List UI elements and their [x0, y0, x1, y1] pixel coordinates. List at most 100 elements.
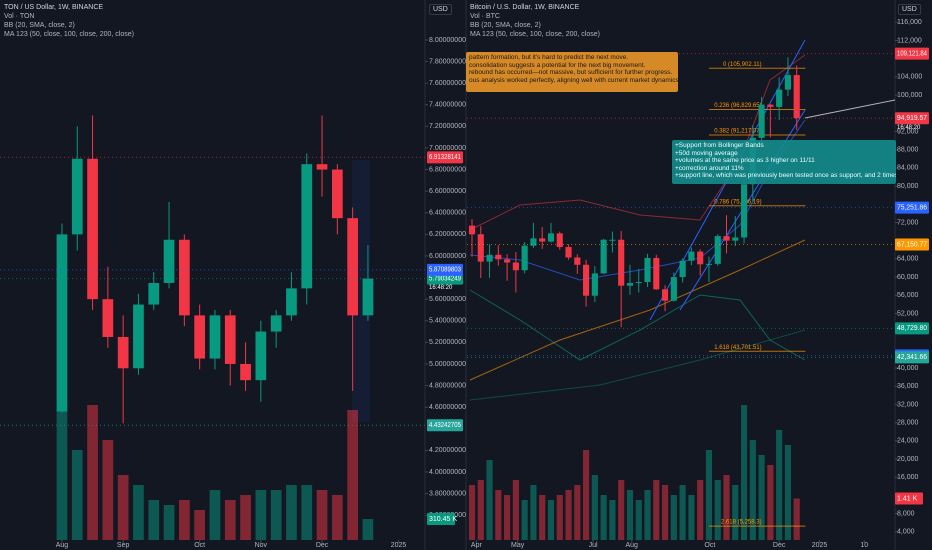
price-label: 48,729.80: [897, 325, 927, 332]
trend-line: [804, 99, 896, 119]
y-tick-label: 3.80000000: [429, 490, 466, 497]
x-tick-label: Nov: [255, 542, 268, 549]
price-label-bg: [895, 351, 929, 364]
candle-body: [71, 158, 83, 235]
volume-bar: [644, 490, 651, 540]
candle-body: [477, 234, 484, 262]
price-label-bg: [895, 238, 929, 251]
y-tick-label: 4.60000000: [429, 404, 466, 411]
indicator: MA 123 (50, close, 100, close, 200, clos…: [470, 31, 600, 38]
candle-body: [653, 257, 660, 290]
price-label-bg: [895, 47, 929, 60]
y-tick-label: 32,000: [897, 401, 919, 408]
price-label: 6.91328141: [429, 154, 461, 161]
candle-body: [565, 247, 572, 258]
candle-body: [679, 260, 686, 278]
currency-button[interactable]: USD: [898, 4, 921, 15]
annotation-line: pattern formation, but it's hard to pred…: [469, 54, 629, 61]
candle-body: [688, 251, 695, 261]
volume-bar: [209, 490, 221, 540]
x-tick-label: 10: [860, 542, 868, 549]
countdown: 16:48:20: [897, 125, 921, 131]
candle-body: [583, 264, 590, 296]
x-tick-label: Sep: [117, 542, 130, 549]
volume-bar: [767, 465, 774, 540]
candle-body: [644, 257, 651, 283]
volume-bar: [565, 490, 572, 540]
indicator: BB (20, SMA, close, 2): [470, 22, 541, 29]
volume-bar: [117, 475, 129, 540]
currency-button[interactable]: USD: [429, 4, 452, 15]
price-label-bg: [427, 419, 463, 432]
price-label-bg: [895, 322, 929, 335]
fib-label: 0.786 (75,686.19): [714, 199, 761, 205]
y-tick-label: 88,000: [897, 147, 919, 154]
y-tick-label: 4.80000000: [429, 382, 466, 389]
candle-body: [316, 164, 328, 170]
candle-body: [468, 225, 476, 235]
symbol-title: Bitcoin / U.S. Dollar, 1W, BINANCE: [470, 4, 580, 11]
candle-body: [270, 315, 282, 332]
volume-bar: [133, 485, 144, 540]
y-tick-label: 5.60000000: [429, 296, 466, 303]
x-tick-label: Oct: [194, 542, 205, 549]
y-tick-label: 4.20000000: [429, 447, 466, 454]
indicator: BB (20, SMA, close, 2): [4, 22, 75, 29]
volume-bar: [316, 490, 328, 540]
y-tick-label: 6.20000000: [429, 231, 466, 238]
x-tick-label: Aug: [625, 542, 638, 549]
candle-body: [767, 104, 774, 107]
bb-lower: [469, 289, 806, 361]
volume-label-bg: [895, 492, 923, 505]
candle-body: [209, 315, 221, 359]
candle-body: [609, 239, 616, 241]
y-tick-label: 7.60000000: [429, 80, 466, 87]
volume-bar: [224, 500, 236, 540]
candle-body: [618, 239, 625, 286]
candle-body: [705, 263, 713, 265]
x-tick-label: Apr: [471, 542, 483, 549]
candle-body: [331, 169, 343, 219]
price-label: 4.43242705: [429, 422, 461, 429]
volume-bar: [331, 495, 343, 540]
y-tick-label: 64,000: [897, 256, 919, 263]
candle-body: [224, 315, 236, 364]
y-tick-label: 80,000: [897, 183, 919, 190]
candle-body: [670, 277, 677, 301]
y-tick-label: 84,000: [897, 165, 919, 172]
y-tick-label: 56,000: [897, 292, 919, 299]
volume-bar: [468, 485, 476, 540]
y-tick-label: 6.40000000: [429, 210, 466, 217]
price-label: 109,121.84: [897, 50, 927, 57]
price-label: 67,150.77: [897, 241, 927, 248]
candle-body: [723, 236, 730, 241]
candle-body: [547, 233, 555, 242]
price-label: 42,341.66: [897, 354, 927, 361]
volume-bar: [732, 485, 739, 540]
volume-bar: [56, 410, 68, 540]
y-tick-label: 5.20000000: [429, 339, 466, 346]
candle-body: [732, 237, 739, 241]
volume-bar: [486, 460, 493, 540]
volume-bar: [688, 495, 695, 540]
candle-body: [521, 245, 528, 271]
price-label: 75,251.86: [897, 205, 927, 212]
candle-body: [758, 104, 765, 138]
candle-body: [133, 304, 144, 369]
fib-label: 2.618 (5,258.3): [721, 520, 762, 526]
candle-body: [87, 158, 98, 300]
y-tick-label: 8.00000000: [429, 37, 466, 44]
volume-bar: [723, 475, 730, 540]
y-tick-label: 7.80000000: [429, 58, 466, 65]
candle-body: [530, 238, 537, 246]
candle-body: [793, 75, 800, 119]
volume-bar: [178, 500, 190, 540]
y-tick-label: 104,000: [897, 74, 922, 81]
price-label: 5.87089803: [429, 267, 461, 274]
volume-bar: [697, 480, 704, 540]
y-tick-label: 72,000: [897, 219, 919, 226]
volume-bar: [679, 485, 686, 540]
fib-label: 0.236 (96,829.65): [714, 103, 761, 109]
price-label-bg: [895, 201, 929, 214]
